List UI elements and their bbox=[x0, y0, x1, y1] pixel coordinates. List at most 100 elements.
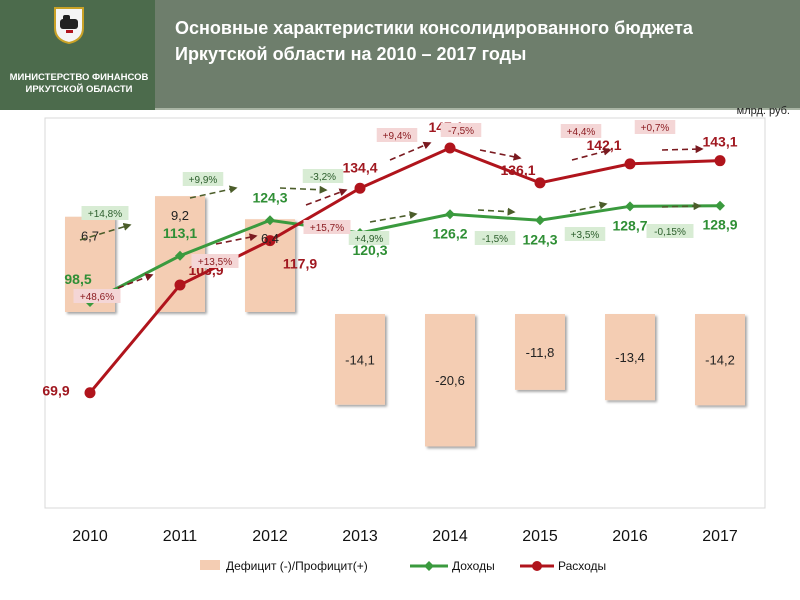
expense-label-2017: 143,1 bbox=[702, 134, 737, 150]
expense-label-2013: 134,4 bbox=[342, 159, 377, 175]
income-point-2016 bbox=[625, 201, 635, 212]
bar-label-2012: 6,4 bbox=[261, 231, 279, 246]
legend-label-income: Доходы bbox=[452, 559, 495, 573]
expense-growth-6-box bbox=[634, 120, 676, 134]
logo-panel: МИНИСТЕРСТВО ФИНАНСОВ ИРКУТСКОЙ ОБЛАСТИ bbox=[0, 0, 155, 110]
x-tick-2010: 2010 bbox=[72, 528, 108, 545]
income-point-2015 bbox=[535, 215, 545, 226]
legend: Дефицит (-)/Профицит(+) Доходы Расходы bbox=[200, 559, 606, 573]
ministry-line-2: ИРКУТСКОЙ ОБЛАСТИ bbox=[25, 84, 133, 95]
income-label-2014: 126,2 bbox=[432, 225, 467, 241]
expense-growth-3: +9,4% bbox=[383, 131, 412, 142]
income-arrow-1 bbox=[189, 185, 238, 199]
income-arrow-4 bbox=[477, 207, 516, 216]
x-tick-2014: 2014 bbox=[432, 528, 468, 545]
income-arrow-2 bbox=[279, 185, 328, 194]
income-point-2012 bbox=[265, 215, 275, 226]
expense-growth-0: +48,6% bbox=[80, 292, 114, 303]
expense-growth-5-box bbox=[560, 124, 602, 138]
legend-marker-income bbox=[424, 561, 434, 571]
plot-area bbox=[44, 117, 766, 509]
income-growth-5: +3,5% bbox=[571, 230, 600, 241]
expense-arrow-3 bbox=[389, 141, 432, 161]
income-label-2010: 98,5 bbox=[64, 271, 91, 287]
expense-growth-3-box bbox=[376, 128, 418, 142]
legend-swatch-bars bbox=[200, 560, 220, 570]
income-growth-2-box bbox=[302, 169, 344, 183]
title-line-1: Основные характеристики консолидированно… bbox=[175, 18, 693, 38]
bar-2016 bbox=[605, 314, 655, 401]
expense-growth-4-box bbox=[440, 123, 482, 137]
expense-point-2014 bbox=[444, 142, 456, 154]
income-growth-3: +4,9% bbox=[355, 234, 384, 245]
expense-point-2010 bbox=[84, 387, 96, 399]
income-growth-4: -1,5% bbox=[482, 234, 508, 245]
expense-point-2017 bbox=[714, 155, 726, 167]
expense-arrow-4 bbox=[479, 149, 522, 161]
expense-growth-5: +4,4% bbox=[567, 127, 596, 138]
lines-layer bbox=[84, 142, 726, 399]
expense-label-2016: 142,1 bbox=[586, 137, 621, 153]
income-growth-3-box bbox=[348, 231, 390, 245]
expense-growth-4: -7,5% bbox=[448, 126, 474, 137]
bar-2013 bbox=[335, 314, 385, 405]
bar-label-2016: -13,4 bbox=[615, 350, 645, 365]
expense-arrow-6 bbox=[661, 145, 704, 154]
x-tick-2017: 2017 bbox=[702, 528, 738, 545]
bar-label-2011: 9,2 bbox=[171, 208, 189, 223]
header-divider bbox=[155, 108, 800, 110]
bar-label-2015: -11,8 bbox=[526, 345, 555, 360]
income-label-2016: 128,7 bbox=[612, 217, 647, 233]
income-growth-6: -0,15% bbox=[654, 227, 686, 238]
x-tick-2012: 2012 bbox=[252, 528, 288, 545]
x-tick-2013: 2013 bbox=[342, 528, 378, 545]
expense-arrow-5 bbox=[571, 147, 612, 161]
expense-arrow-2 bbox=[305, 188, 348, 206]
expense-line bbox=[88, 146, 721, 394]
income-growth-1-box bbox=[182, 172, 224, 186]
expense-label-2015: 136,1 bbox=[500, 162, 535, 178]
legend-label-bars: Дефицит (-)/Профицит(+) bbox=[226, 559, 368, 573]
legend-marker-expense bbox=[532, 561, 542, 571]
bar-2014 bbox=[425, 314, 475, 447]
expense-growth-2: +15,7% bbox=[310, 223, 344, 234]
income-point-2011 bbox=[175, 250, 185, 261]
expense-label-2012: 117,9 bbox=[283, 256, 317, 272]
income-label-2011: 113,1 bbox=[163, 225, 197, 241]
income-label-2017: 128,9 bbox=[702, 217, 737, 233]
expense-growth-1-box bbox=[191, 254, 239, 268]
income-arrow-0 bbox=[79, 223, 132, 241]
income-growth-1: +9,9% bbox=[189, 175, 218, 186]
expense-point-2011 bbox=[174, 279, 186, 291]
income-arrow-6 bbox=[661, 202, 702, 211]
income-growth-0-box bbox=[81, 206, 129, 220]
ministry-name: МИНИСТЕРСТВО ФИНАНСОВ ИРКУТСКОЙ ОБЛАСТИ bbox=[4, 72, 154, 96]
expense-growth-2-box bbox=[303, 220, 351, 234]
income-line bbox=[89, 204, 721, 304]
x-tick-2011: 2011 bbox=[163, 528, 198, 545]
expense-arrow-1 bbox=[215, 233, 258, 245]
income-growth-5-box bbox=[564, 227, 606, 241]
income-point-2014 bbox=[445, 209, 455, 220]
expense-growth-6: +0,7% bbox=[641, 123, 670, 134]
income-growth-0: +14,8% bbox=[88, 209, 122, 220]
bar-2015 bbox=[515, 314, 565, 390]
page-title: Основные характеристики консолидированно… bbox=[175, 15, 775, 67]
bar-label-2014: -20,6 bbox=[435, 373, 465, 388]
income-growth-2: -3,2% bbox=[310, 172, 336, 183]
expense-arrow-0 bbox=[117, 273, 154, 289]
expense-label-2010: 69,9 bbox=[42, 383, 69, 399]
legend-label-expense: Расходы bbox=[558, 559, 606, 573]
income-growth-6-box bbox=[646, 224, 694, 238]
expense-point-2015 bbox=[534, 177, 546, 189]
plot-frame bbox=[44, 117, 766, 509]
ministry-line-1: МИНИСТЕРСТВО ФИНАНСОВ bbox=[9, 72, 149, 83]
expense-point-2012 bbox=[264, 235, 276, 247]
unit-label: млрд. руб. bbox=[736, 105, 790, 117]
bar-2017 bbox=[695, 314, 745, 406]
income-label-2012: 124,3 bbox=[252, 189, 287, 205]
x-tick-2016: 2016 bbox=[612, 528, 648, 545]
income-arrow-3 bbox=[369, 211, 418, 223]
expense-point-2013 bbox=[354, 182, 366, 194]
